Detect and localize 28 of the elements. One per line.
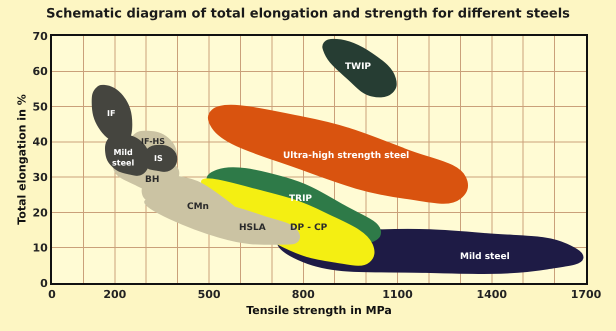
- y-axis-title: Total elongation in %: [16, 94, 29, 225]
- x-tick-label: 1400: [476, 288, 508, 302]
- series-label: TWIP: [345, 62, 372, 72]
- series-label: TRIP: [289, 194, 312, 204]
- series-label: Mild steel: [460, 252, 510, 262]
- x-tick-label: 200: [103, 288, 127, 302]
- series-label: CMn: [187, 202, 209, 212]
- x-tick-label: 500: [198, 288, 221, 302]
- y-tick-label: 40: [32, 136, 48, 149]
- x-tick-label: 1100: [382, 288, 414, 302]
- y-tick-label: 0: [40, 276, 48, 290]
- series-label: IS: [154, 154, 163, 163]
- x-tick-label: 1700: [570, 288, 602, 302]
- series-label: IF-HS: [141, 137, 166, 146]
- y-tick-label: 20: [32, 206, 48, 220]
- series-label: HSLA: [239, 223, 266, 233]
- y-tick-label: 10: [32, 242, 48, 255]
- series-label: IF: [107, 109, 116, 118]
- series-label: Mild steel: [112, 148, 134, 168]
- y-tick-label: 70: [32, 30, 48, 43]
- y-tick-label: 30: [32, 170, 48, 184]
- chart-title: Schematic diagram of total elongation and strength for different steels: [46, 6, 570, 22]
- y-tick-label: 60: [32, 65, 48, 78]
- x-axis-title: Tensile strength in MPa: [246, 304, 392, 317]
- y-tick-label: 50: [32, 100, 48, 114]
- x-tick-label: 800: [292, 288, 316, 302]
- series-label: Ultra-high strength steel: [283, 151, 410, 161]
- series-label: BH: [145, 175, 160, 185]
